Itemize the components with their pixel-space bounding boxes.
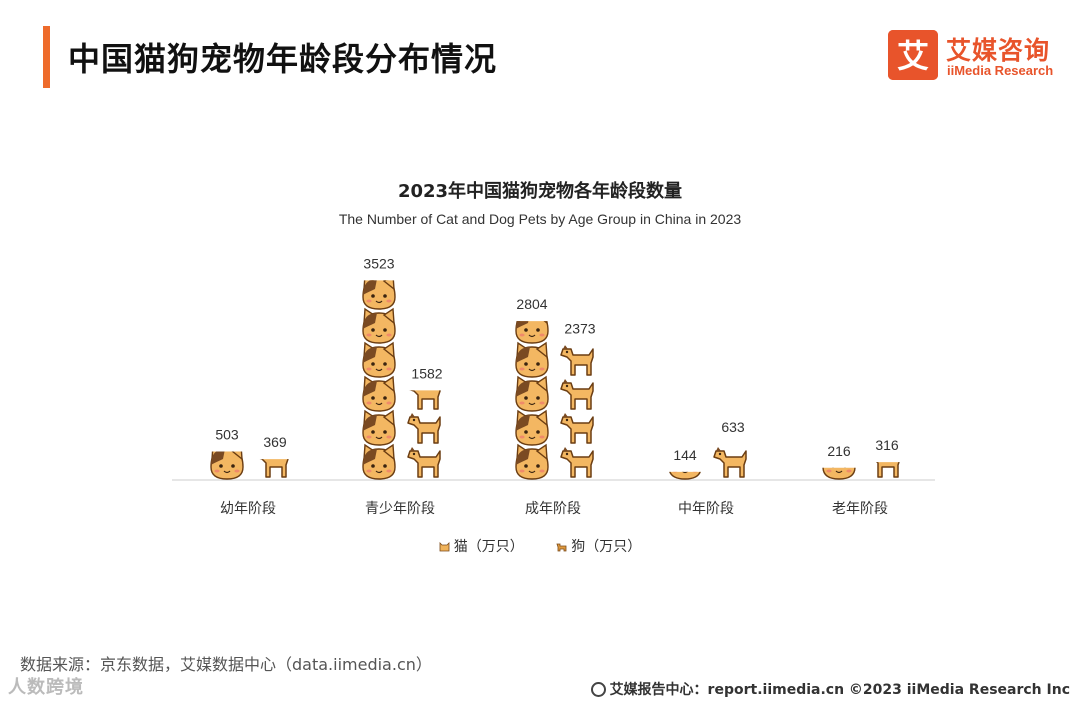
cat-face-icon <box>515 341 549 378</box>
cat-face-icon <box>362 307 396 344</box>
dog-icon <box>560 345 594 376</box>
x-tick-label: 老年阶段 <box>832 501 888 517</box>
bar-cat-0-label: 503 <box>215 426 239 442</box>
bar-cat-4-label: 216 <box>827 443 851 459</box>
x-tick-label: 成年阶段 <box>525 501 581 517</box>
bar-dog-0-label: 369 <box>263 434 287 450</box>
bar-dog-1: 1582 <box>407 365 443 478</box>
brand-mark-char: 艾 <box>897 37 929 75</box>
bar-cat-1-label: 3523 <box>363 255 394 271</box>
legend-cat-label: 猫（万只） <box>453 539 524 555</box>
cat-face-icon <box>515 321 549 344</box>
bar-dog-4: 316 <box>875 437 900 478</box>
cat-face-icon <box>669 471 701 480</box>
bar-cat-2: 2804 <box>515 296 549 480</box>
cat-face-icon <box>362 341 396 378</box>
bar-cat-0: 503 <box>210 426 244 480</box>
x-tick-label: 幼年阶段 <box>220 501 276 517</box>
legend-item-dog: 狗（万只） <box>556 536 641 556</box>
page-title: 中国猫狗宠物年龄段分布情况 <box>68 40 498 78</box>
cat-face-icon <box>515 375 549 412</box>
cat-face-icon <box>515 409 549 446</box>
dog-icon <box>409 390 441 410</box>
dog-icon <box>556 540 567 552</box>
bar-dog-1-label: 1582 <box>411 365 442 381</box>
dog-icon <box>876 462 900 478</box>
cat-face-icon <box>362 409 396 446</box>
bar-dog-0: 369 <box>259 434 289 478</box>
legend-dog-label: 狗（万只） <box>571 539 642 555</box>
data-source: 数据来源：京东数据，艾媒数据中心（data.iimedia.cn） <box>20 655 432 674</box>
brand-subtitle: iiMedia Research <box>947 63 1054 78</box>
dog-icon <box>560 447 594 478</box>
brand-mark-icon: 艾 <box>888 30 938 80</box>
cat-face-icon <box>439 540 450 552</box>
brand-logo: 艾 艾媒咨询 iiMedia Research <box>888 30 1068 82</box>
dog-icon <box>713 447 747 478</box>
globe-icon <box>590 682 606 697</box>
bar-cat-4: 216 <box>822 443 856 480</box>
cat-face-icon <box>210 451 244 480</box>
dog-icon <box>407 447 441 478</box>
brand-name: 艾媒咨询 <box>946 36 1051 65</box>
cat-face-icon <box>362 443 396 480</box>
dog-icon <box>560 379 594 410</box>
bar-cat-3: 144 <box>669 447 701 480</box>
bar-dog-2-label: 2373 <box>564 321 595 337</box>
cat-face-icon <box>362 280 396 310</box>
footer: 艾媒报告中心：report.iimedia.cn ©2023 iiMedia R… <box>590 679 1070 699</box>
cat-face-icon <box>362 375 396 412</box>
dog-icon <box>407 413 441 444</box>
bar-dog-3: 633 <box>713 419 747 478</box>
bar-dog-3-label: 633 <box>721 419 745 435</box>
legend-item-cat: 猫（万只） <box>439 536 524 556</box>
bar-dog-2: 2373 <box>560 321 596 478</box>
cat-face-icon <box>822 467 856 480</box>
watermark: 人数跨境 <box>8 677 84 698</box>
chart-subtitle: The Number of Cat and Dog Pets by Age Gr… <box>338 211 742 227</box>
cat-face-icon <box>515 443 549 480</box>
bar-dog-4-label: 316 <box>875 437 899 453</box>
title-accent-bar <box>43 26 50 88</box>
chart-legend: 猫（万只） 狗（万只） <box>0 536 1080 556</box>
bar-cat-2-label: 2804 <box>516 296 547 312</box>
dog-icon <box>259 459 289 478</box>
footer-text: 艾媒报告中心：report.iimedia.cn ©2023 iiMedia R… <box>609 682 1070 698</box>
chart-title: 2023年中国猫狗宠物各年龄段数量 <box>397 181 683 202</box>
dog-icon <box>560 413 594 444</box>
bar-cat-3-label: 144 <box>673 447 697 463</box>
x-tick-label: 中年阶段 <box>678 501 734 517</box>
x-tick-label: 青少年阶段 <box>365 501 435 517</box>
bar-cat-1: 3523 <box>362 255 396 480</box>
